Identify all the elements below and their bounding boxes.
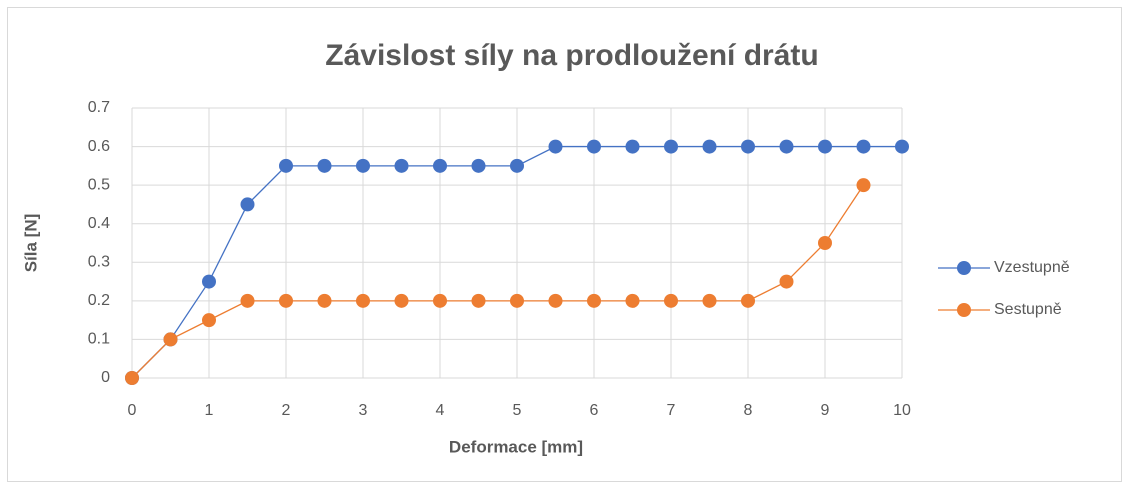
data-point xyxy=(548,139,563,154)
data-point xyxy=(587,293,601,308)
data-point xyxy=(510,293,524,308)
data-point xyxy=(394,293,409,308)
data-point xyxy=(202,313,216,328)
chart-border xyxy=(7,7,1122,482)
legend-label: Vzestupně xyxy=(994,259,1070,276)
data-point xyxy=(240,197,255,212)
y-tick-label: 0.2 xyxy=(88,292,110,309)
data-point xyxy=(856,139,871,154)
data-point xyxy=(895,139,909,154)
data-point xyxy=(471,293,486,308)
x-tick-label: 4 xyxy=(436,402,445,419)
y-tick-label: 0.7 xyxy=(88,99,110,116)
x-tick-label: 3 xyxy=(359,402,368,419)
y-tick-label: 0.1 xyxy=(88,331,110,348)
data-point xyxy=(587,139,601,154)
data-point xyxy=(779,139,794,154)
y-tick-label: 0.3 xyxy=(88,254,110,271)
y-axis-title: Síla [N] xyxy=(21,214,40,273)
data-point xyxy=(510,158,524,173)
x-tick-label: 6 xyxy=(590,402,599,419)
y-tick-label: 0.6 xyxy=(88,138,110,155)
x-tick-label: 2 xyxy=(282,402,291,419)
x-tick-label: 0 xyxy=(128,402,137,419)
data-point xyxy=(471,158,486,173)
data-point xyxy=(818,139,832,154)
data-point xyxy=(702,139,717,154)
data-point xyxy=(317,293,332,308)
data-point xyxy=(625,139,640,154)
legend-label: Sestupně xyxy=(994,301,1062,318)
data-point xyxy=(240,293,255,308)
data-point xyxy=(664,293,678,308)
data-point xyxy=(741,293,755,308)
x-tick-label: 5 xyxy=(513,402,522,419)
chart-title: Závislost síly na prodloužení drátu xyxy=(325,39,818,72)
data-point xyxy=(548,293,563,308)
legend-marker xyxy=(957,303,971,317)
x-tick-label: 9 xyxy=(821,402,830,419)
data-point xyxy=(356,158,370,173)
data-point xyxy=(317,158,332,173)
data-point xyxy=(433,293,447,308)
data-point xyxy=(433,158,447,173)
data-point xyxy=(856,178,871,193)
data-point xyxy=(625,293,640,308)
x-tick-label: 8 xyxy=(744,402,753,419)
x-tick-label: 1 xyxy=(205,402,214,419)
data-point xyxy=(779,274,794,289)
x-tick-label: 7 xyxy=(667,402,676,419)
data-point xyxy=(664,139,678,154)
x-tick-label: 10 xyxy=(893,402,911,419)
data-point xyxy=(163,332,178,347)
y-tick-label: 0.5 xyxy=(88,176,110,193)
data-point xyxy=(202,274,216,289)
y-tick-label: 0.4 xyxy=(88,215,110,232)
data-point xyxy=(125,371,139,385)
data-point xyxy=(279,158,293,173)
data-point xyxy=(394,158,409,173)
data-point xyxy=(356,293,370,308)
legend-marker xyxy=(957,261,971,275)
data-point xyxy=(702,293,717,308)
x-axis-title: Deformace [mm] xyxy=(449,437,583,456)
data-point xyxy=(741,139,755,154)
data-point xyxy=(279,293,293,308)
data-point xyxy=(818,236,832,250)
y-tick-label: 0 xyxy=(101,369,110,386)
